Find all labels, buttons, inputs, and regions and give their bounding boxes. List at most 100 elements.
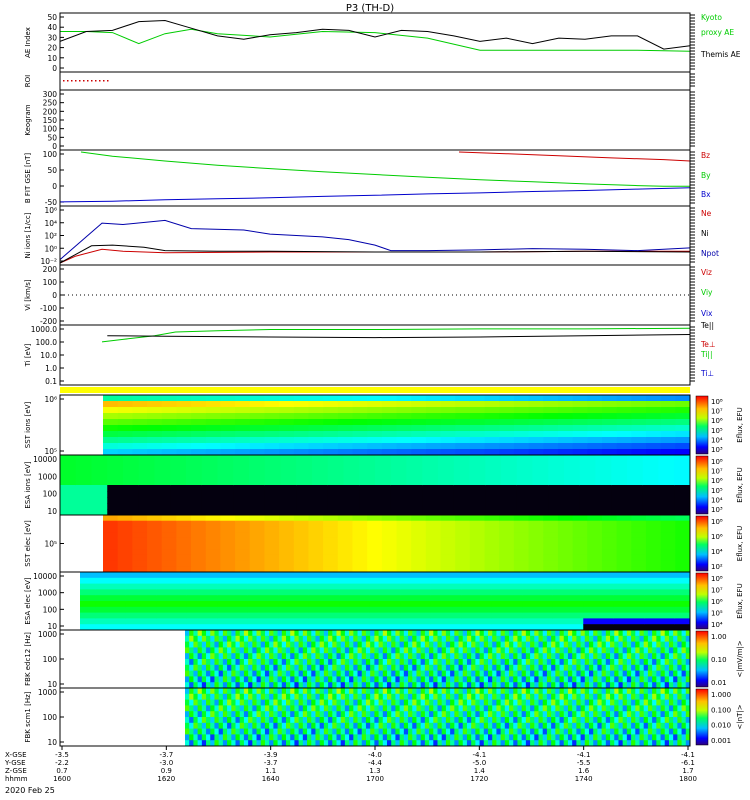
spectrogram-cell (504, 682, 510, 689)
spectrogram-cell (382, 653, 388, 660)
spectrogram-cell (601, 670, 607, 677)
spectrogram-cell (217, 509, 234, 516)
roi-dot (79, 80, 81, 82)
spectrogram-cell (618, 670, 624, 677)
spectrogram-cell (618, 717, 624, 724)
spectrogram-cell (639, 653, 645, 660)
spectrogram-cell (483, 664, 489, 672)
spectrogram-cell (685, 740, 691, 747)
spectrogram-cell (227, 664, 232, 672)
spectrogram-cell (587, 549, 603, 556)
spectrogram-cell (378, 664, 384, 672)
spectrogram-cell (453, 491, 470, 498)
colorbar-tick: 10⁵ (711, 487, 723, 495)
spectrogram-cell (420, 699, 426, 706)
spectrogram-cell (161, 554, 177, 562)
legend-ae: Kyoto (701, 13, 722, 22)
spectrogram-cell (542, 664, 548, 672)
colorbar (695, 572, 709, 630)
spectrogram-cell (264, 431, 280, 438)
spectrogram-cell (269, 682, 274, 689)
spectrogram-cell (264, 419, 280, 426)
spectrogram-cell (454, 641, 460, 648)
spectrogram-cell (206, 705, 211, 712)
spectrogram-cell (277, 728, 283, 735)
spectrogram-cell (60, 467, 77, 474)
spectrogram-cell (412, 647, 417, 654)
spectrogram-cell (627, 503, 644, 510)
spectrogram-cell (281, 635, 287, 643)
spectrogram-cell (307, 659, 312, 666)
spectrogram-cell (201, 473, 218, 480)
spectrogram-cell (658, 461, 675, 468)
spectrogram-cell (349, 664, 354, 672)
spectrogram-cell (264, 449, 280, 456)
spectrogram-cell (424, 722, 430, 730)
spectrogram-cell (403, 711, 409, 718)
spectrogram-cell (422, 473, 439, 480)
spectrogram-cell (583, 577, 599, 585)
spectrogram-cell (206, 630, 211, 637)
spectrogram-cell (538, 659, 544, 666)
spectrogram-cell (352, 526, 368, 533)
spectrogram-cell (235, 560, 251, 567)
spectrogram-cell (587, 431, 603, 438)
ytick: 0 (52, 142, 57, 151)
spectrogram-cell (664, 653, 670, 660)
spectrogram-cell (185, 734, 190, 741)
spectrogram-cell (308, 437, 324, 444)
spectrogram-cell (589, 630, 594, 637)
spectrogram-cell (492, 688, 497, 695)
spectrogram-cell (673, 635, 678, 643)
spectrogram-cell (103, 401, 119, 408)
spectrogram-cell (349, 728, 354, 735)
spectrogram-cell (264, 659, 270, 666)
spectrogram-cell (614, 647, 619, 654)
spectrogram-cell (80, 595, 96, 602)
spectrogram-cell (500, 705, 506, 712)
spectrogram-cell (205, 537, 221, 544)
spectrogram-cell (412, 630, 417, 637)
spectrogram-cell (501, 503, 518, 510)
spectrogram-cell (675, 437, 691, 444)
spectrogram-cell (189, 717, 194, 724)
spectrogram-cell (538, 647, 544, 654)
spectrogram-cell (675, 543, 691, 550)
spectrogram-cell (660, 647, 666, 654)
spectrogram-cell (610, 653, 615, 660)
spectrogram-cell (598, 612, 615, 619)
spectrogram-cell (281, 664, 287, 672)
spectrogram-cell (107, 479, 124, 486)
spectrogram-cell (664, 693, 670, 701)
spectrogram-cell (381, 520, 397, 527)
spectrogram-cell (95, 606, 111, 614)
spectrogram-cell (668, 699, 674, 706)
spectrogram-cell (660, 395, 676, 402)
spectrogram-cell (370, 653, 375, 660)
spectrogram-cell (197, 740, 203, 747)
spectrogram-cell (538, 740, 544, 747)
spectrogram-cell (507, 606, 523, 614)
spectrogram-cell (462, 699, 468, 706)
spectrogram-cell (206, 670, 211, 677)
spectrogram-cell (387, 647, 392, 654)
spectrogram-cell (191, 401, 207, 408)
spectrogram-cell (381, 425, 397, 432)
spectrogram-cell (339, 606, 355, 614)
spectrogram-cell (664, 682, 670, 689)
spectrogram-cell (593, 647, 598, 654)
spectrogram-cell (311, 670, 316, 677)
spectrogram-cell (227, 647, 232, 654)
spectrogram-cell (622, 676, 628, 683)
spectrogram-cell (501, 497, 518, 504)
spectrogram-cell (381, 532, 397, 539)
ytick: 100 (43, 125, 58, 134)
spectrogram-cell (500, 717, 506, 724)
spectrogram-cell (441, 635, 447, 643)
spectrogram-cell (420, 728, 426, 735)
spectrogram-cell (279, 395, 295, 402)
spectrogram-cell (280, 473, 297, 480)
spectrogram-cell (563, 630, 569, 637)
spectrogram-cell (542, 734, 548, 741)
ytick: 50 (47, 166, 57, 175)
